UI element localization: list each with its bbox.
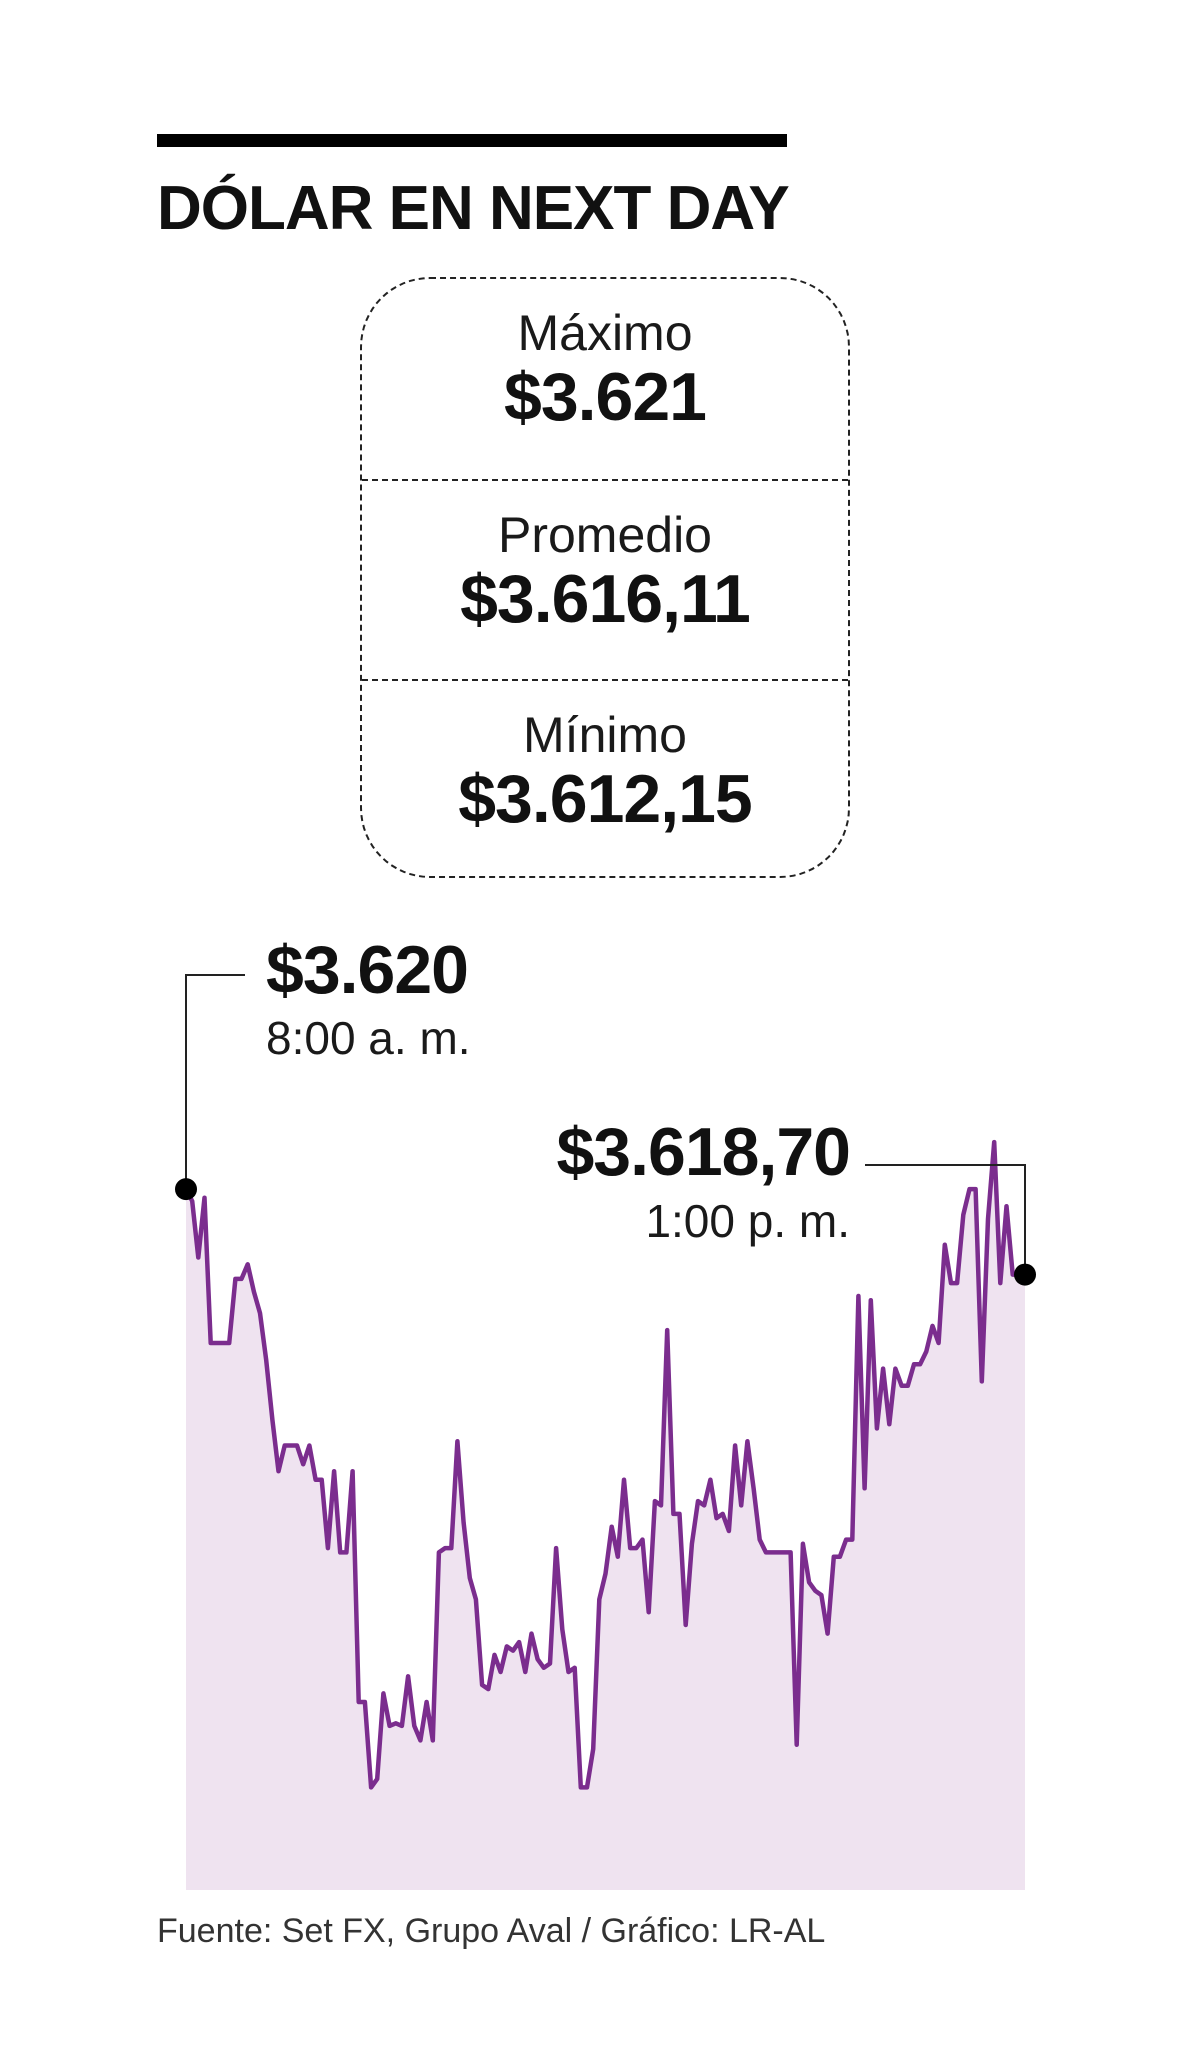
stat-average-value: $3.616,11	[460, 560, 751, 637]
close-price-value: $3.618,70	[556, 1114, 851, 1190]
close-price-time: 1:00 p. m.	[645, 1195, 850, 1247]
chart-title: DÓLAR EN NEXT DAY	[157, 174, 790, 243]
stat-minimum: Mínimo $3.612,15	[362, 679, 848, 881]
stat-maximum-value: $3.621	[504, 358, 707, 435]
open-price-time: 8:00 a. m.	[266, 1012, 471, 1064]
open-price-value: $3.620	[266, 932, 469, 1008]
source-note: Fuente: Set FX, Grupo Aval / Gráfico: LR…	[157, 1912, 826, 1950]
open-price-marker	[175, 1178, 197, 1201]
price-area	[186, 1142, 1025, 1890]
price-line	[183, 1139, 1028, 1790]
close-price-marker	[1014, 1263, 1036, 1286]
stat-average: Promedio $3.616,11	[362, 479, 848, 681]
stat-maximum: Máximo $3.621	[362, 279, 848, 479]
stat-maximum-label: Máximo	[517, 305, 693, 361]
open-callout-leader	[185, 974, 245, 1190]
stat-average-label: Promedio	[498, 507, 712, 563]
stat-minimum-label: Mínimo	[523, 707, 687, 763]
stats-box: Máximo $3.621 Promedio $3.616,11 Mínimo …	[360, 277, 850, 878]
title-rule	[157, 134, 787, 147]
stat-minimum-value: $3.612,15	[458, 760, 753, 837]
close-callout-leader	[865, 1164, 1026, 1275]
